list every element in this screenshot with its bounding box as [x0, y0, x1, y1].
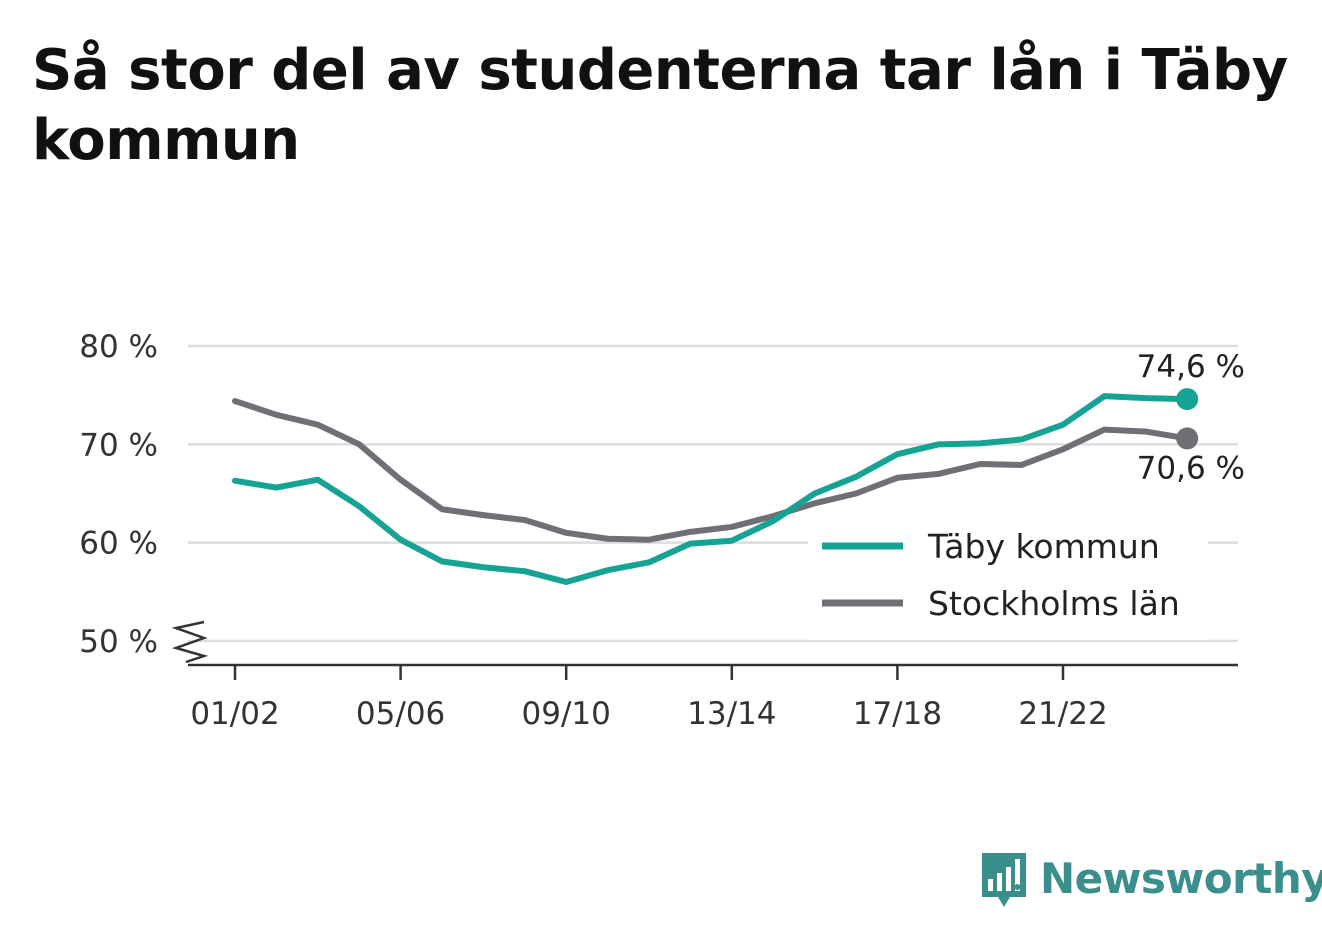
legend-label-taby: Täby kommun	[927, 527, 1160, 566]
x-tick-label: 01/02	[190, 696, 279, 732]
series-line-stockholm	[232, 398, 1191, 543]
end-marker-stockholm	[1176, 427, 1199, 450]
legend-background	[808, 515, 1208, 640]
x-tick-label: 17/18	[853, 696, 942, 732]
chart-title: Så stor del av studenterna tar lån i Täb…	[32, 38, 1288, 173]
brand-name: Newsworthy	[1040, 853, 1322, 903]
end-label-taby: 74,6 %	[1137, 349, 1245, 385]
y-tick-label: 70 %	[79, 427, 158, 463]
end-marker-taby	[1176, 388, 1199, 411]
y-tick-label: 80 %	[79, 329, 158, 365]
end-label-stockholm: 70,6 %	[1137, 450, 1245, 486]
x-tick-label: 21/22	[1018, 696, 1107, 732]
series-lines: 74,6 % 70,6 %	[232, 349, 1245, 585]
x-tick-label: 05/06	[356, 696, 445, 732]
axis-break-icon	[171, 620, 209, 664]
axes: 50 % 60 % 70 % 80 % 01/02 05/06 09/10 13/14 17/1…	[79, 329, 1238, 732]
y-tick-label: 50 %	[79, 624, 158, 660]
y-tick-label: 60 %	[79, 526, 158, 562]
series-line-taby	[232, 393, 1191, 585]
newsworthy-brand: Newsworthy	[980, 846, 1322, 910]
newsworthy-logo-icon	[982, 853, 1026, 907]
x-tick-label: 09/10	[522, 696, 611, 732]
legend: Täby kommun Stockholms län	[808, 515, 1208, 640]
legend-label-stockholm: Stockholms län	[928, 584, 1180, 623]
x-tick-label: 13/14	[687, 696, 776, 732]
